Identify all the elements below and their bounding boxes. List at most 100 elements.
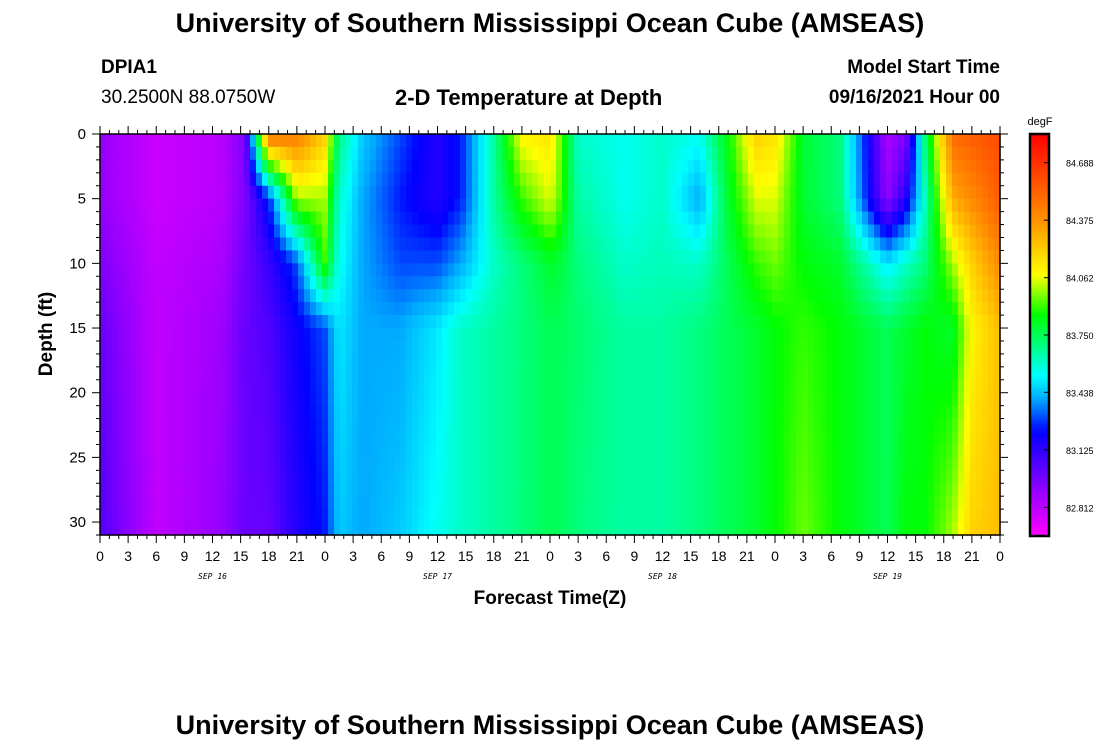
heatmap-cell	[976, 431, 983, 446]
heatmap-cell	[358, 146, 365, 161]
heatmap-cell	[856, 263, 863, 277]
heatmap-cell	[334, 315, 341, 329]
heatmap-cell	[460, 379, 467, 394]
heatmap-cell	[736, 237, 743, 252]
heatmap-cell	[154, 483, 161, 497]
heatmap-cell	[784, 392, 791, 407]
heatmap-cell	[556, 263, 563, 277]
heatmap-cell	[904, 509, 911, 523]
heatmap-cell	[352, 263, 359, 277]
heatmap-cell	[670, 224, 677, 239]
heatmap-cell	[766, 172, 773, 187]
heatmap-cell	[352, 483, 359, 497]
heatmap-cell	[964, 431, 971, 446]
heatmap-cell	[946, 328, 953, 342]
heatmap-cell	[340, 496, 347, 510]
heatmap-cell	[280, 405, 287, 420]
heatmap-cell	[118, 172, 125, 187]
heatmap-cell	[622, 405, 629, 420]
heatmap-cell	[934, 509, 941, 523]
heatmap-cell	[664, 172, 671, 187]
heatmap-cell	[640, 470, 647, 484]
heatmap-cell	[466, 263, 473, 277]
heatmap-cell	[634, 159, 641, 174]
heatmap-cell	[676, 263, 683, 277]
heatmap-cell	[196, 250, 203, 264]
heatmap-cell	[160, 366, 167, 381]
heatmap-cell	[406, 366, 413, 381]
heatmap-cell	[844, 159, 851, 174]
heatmap-cell	[310, 444, 317, 458]
heatmap-cell	[928, 198, 935, 213]
heatmap-cell	[616, 185, 623, 200]
heatmap-cell	[262, 237, 269, 252]
heatmap-cell	[970, 431, 977, 446]
heatmap-cell	[100, 509, 107, 523]
heatmap-cell	[844, 263, 851, 277]
heatmap-cell	[706, 353, 713, 368]
heatmap-cell	[850, 509, 857, 523]
heatmap-cell	[778, 353, 785, 368]
heatmap-cell	[340, 198, 347, 213]
heatmap-cell	[334, 328, 341, 342]
heatmap-cell	[262, 522, 269, 536]
heatmap-cell	[784, 366, 791, 381]
heatmap-cell	[190, 418, 197, 433]
heatmap-cell	[886, 457, 893, 471]
heatmap-cell	[400, 392, 407, 407]
heatmap-cell	[226, 134, 233, 148]
heatmap-cell	[286, 237, 293, 252]
heatmap-cell	[202, 340, 209, 355]
heatmap-cell	[556, 328, 563, 342]
heatmap-cell	[928, 470, 935, 484]
heatmap-cell	[934, 146, 941, 161]
heatmap-cell	[844, 289, 851, 303]
heatmap-cell	[886, 483, 893, 497]
heatmap-cell	[130, 405, 137, 420]
heatmap-cell	[880, 522, 887, 536]
heatmap-cell	[904, 250, 911, 264]
heatmap-cell	[124, 134, 131, 148]
heatmap-cell	[160, 328, 167, 342]
heatmap-cell	[970, 159, 977, 174]
heatmap-cell	[970, 276, 977, 290]
heatmap-cell	[640, 211, 647, 226]
heatmap-cell	[646, 340, 653, 355]
heatmap-cell	[574, 483, 581, 497]
heatmap-cell	[394, 457, 401, 471]
heatmap-cell	[646, 392, 653, 407]
heatmap-cell	[544, 302, 551, 316]
heatmap-cell	[964, 250, 971, 264]
heatmap-cell	[250, 470, 257, 484]
heatmap-cell	[250, 522, 257, 536]
heatmap-cell	[532, 211, 539, 226]
heatmap-cell	[172, 159, 179, 174]
heatmap-cell	[862, 315, 869, 329]
heatmap-cell	[922, 483, 929, 497]
heatmap-cell	[472, 185, 479, 200]
heatmap-cell	[946, 379, 953, 394]
heatmap-cell	[856, 211, 863, 226]
heatmap-cell	[562, 522, 569, 536]
heatmap-cell	[304, 366, 311, 381]
heatmap-cell	[334, 302, 341, 316]
heatmap-cell	[478, 211, 485, 226]
heatmap-cell	[226, 340, 233, 355]
heatmap-cell	[844, 379, 851, 394]
heatmap-cell	[934, 159, 941, 174]
heatmap-cell	[796, 211, 803, 226]
heatmap-cell	[664, 185, 671, 200]
heatmap-cell	[244, 211, 251, 226]
heatmap-cell	[532, 198, 539, 213]
heatmap-cell	[844, 457, 851, 471]
heatmap-cell	[274, 457, 281, 471]
heatmap-cell	[790, 250, 797, 264]
heatmap-cell	[280, 198, 287, 213]
heatmap-cell	[298, 328, 305, 342]
heatmap-cell	[712, 146, 719, 161]
heatmap-cell	[298, 470, 305, 484]
heatmap-cell	[640, 237, 647, 252]
heatmap-cell	[478, 483, 485, 497]
heatmap-cell	[820, 185, 827, 200]
heatmap-cell	[508, 224, 515, 239]
